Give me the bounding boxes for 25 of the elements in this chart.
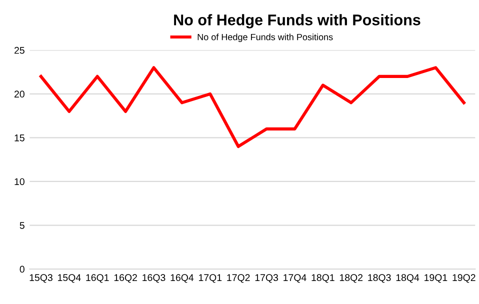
x-tick-label: 18Q1 xyxy=(312,274,334,283)
y-tick-label: 5 xyxy=(20,222,24,229)
x-tick-label: 19Q2 xyxy=(452,274,476,283)
x-tick-label: 17Q3 xyxy=(255,274,278,283)
y-tick-label: 0 xyxy=(20,266,24,273)
y-tick-label: 10 xyxy=(14,178,24,186)
y-tick-label: 20 xyxy=(14,90,24,98)
y-tick-label: 15 xyxy=(14,134,24,142)
legend-label: No of Hedge Funds with Positions xyxy=(198,34,333,42)
x-tick-label: 16Q3 xyxy=(142,274,166,283)
x-tick-label: 17Q1 xyxy=(198,274,222,283)
x-tick-label: 16Q1 xyxy=(86,274,109,283)
x-tick-label: 17Q4 xyxy=(284,274,306,283)
x-tick-label: 18Q4 xyxy=(396,274,420,283)
x-tick-label: 15Q4 xyxy=(58,274,81,283)
x-tick-label: 15Q3 xyxy=(30,274,52,283)
x-tick-label: 16Q4 xyxy=(170,274,194,283)
x-tick-label: 19Q1 xyxy=(424,274,448,283)
y-tick-label: 25 xyxy=(14,46,24,54)
line-series xyxy=(39,66,466,148)
chart-title: No of Hedge Funds with Positions xyxy=(174,14,420,28)
x-tick-label: 18Q3 xyxy=(368,274,391,283)
x-tick-label: 17Q2 xyxy=(227,274,250,283)
x-tick-label: 18Q2 xyxy=(340,274,363,283)
x-tick-label: 16Q2 xyxy=(114,274,137,283)
